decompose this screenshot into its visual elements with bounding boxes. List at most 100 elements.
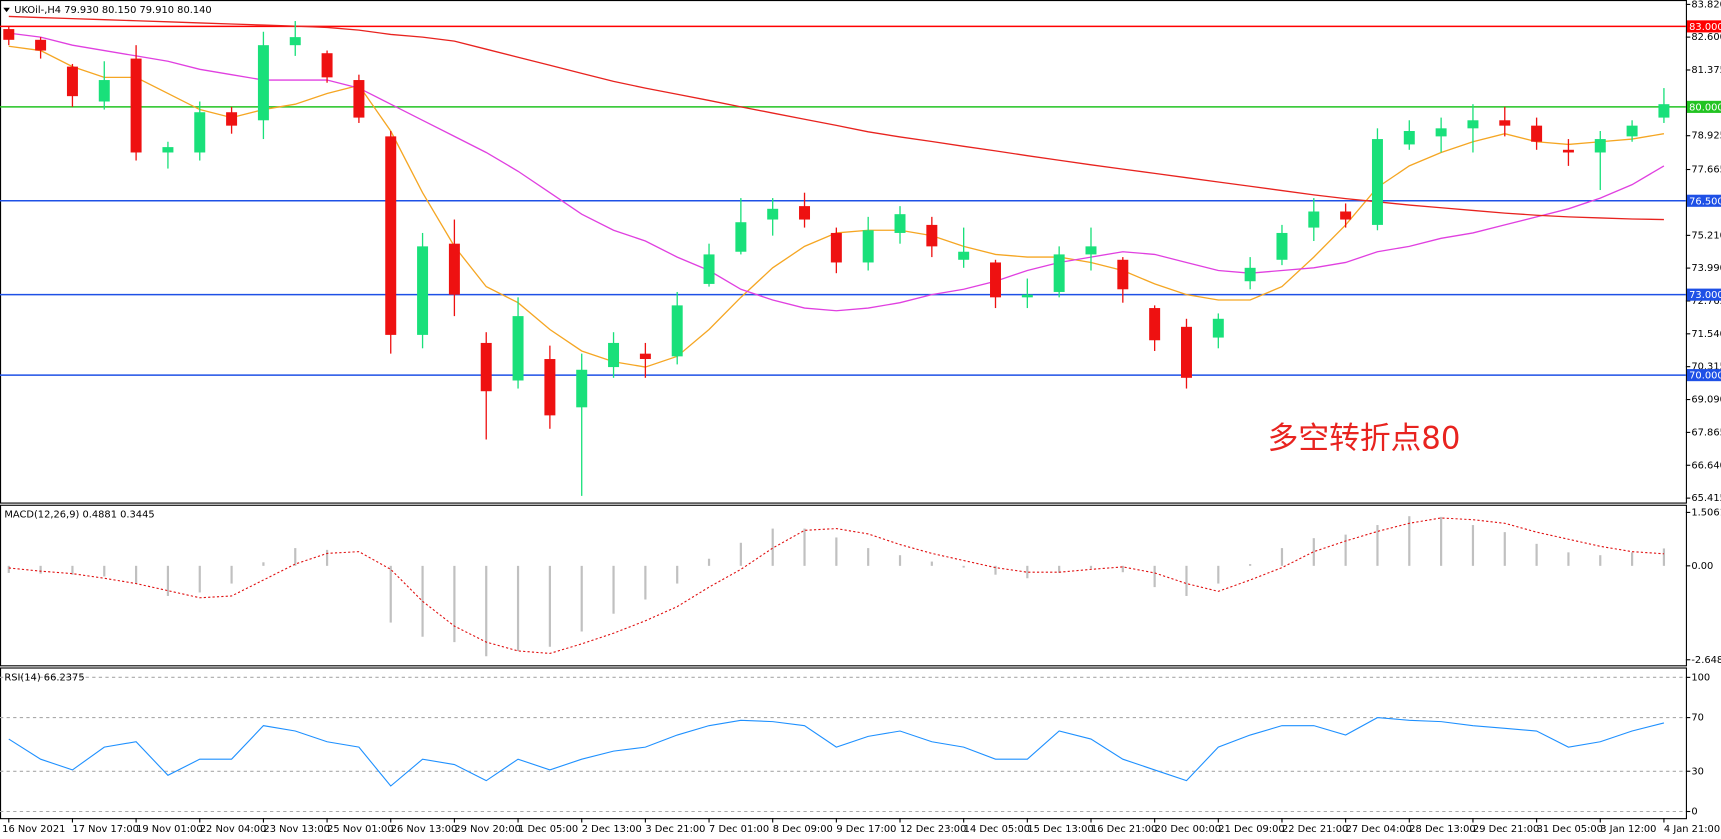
candle-body <box>990 262 1001 298</box>
x-tick-label: 29 Nov 20:00 <box>454 824 521 835</box>
candle-body <box>1117 259 1129 290</box>
panel-frame <box>0 0 1687 504</box>
x-tick-label: 3 Dec 21:00 <box>645 824 705 835</box>
y-tick-label: -2.6487 <box>1691 655 1721 666</box>
moving-average <box>8 32 1665 312</box>
candle-body <box>830 232 842 263</box>
annotation: 多空转折点80 <box>1268 420 1461 456</box>
y-tick-label: 81.375 <box>1691 65 1721 76</box>
level-label-box <box>1686 288 1721 301</box>
x-tick-label: 29 Dec 21:00 <box>1473 824 1539 835</box>
candle-body <box>35 39 47 51</box>
level-label-box <box>1686 369 1721 382</box>
candle-body <box>226 112 238 126</box>
level-label: 76.500 <box>1689 196 1721 207</box>
y-tick-label: 69.090 <box>1691 395 1721 406</box>
candle-body <box>1435 128 1447 137</box>
x-tick-label: 22 Dec 21:00 <box>1282 824 1348 835</box>
y-tick-label: 73.990 <box>1691 263 1721 274</box>
candle-body <box>1308 211 1320 228</box>
candle-body <box>448 243 460 295</box>
x-tick-label: 7 Dec 01:00 <box>709 824 769 835</box>
candle-body <box>671 305 683 357</box>
x-tick-label: 31 Dec 05:00 <box>1537 824 1603 835</box>
menu-arrow[interactable] <box>3 7 10 13</box>
x-tick-label: 14 Dec 05:00 <box>964 824 1030 835</box>
x-tick-label: 1 Dec 05:00 <box>518 824 578 835</box>
candle-body <box>1658 104 1670 118</box>
candle-body <box>1340 211 1352 220</box>
panel-title: UKOil-,H4 79.930 80.150 79.910 80.140 <box>14 5 211 16</box>
candle-body <box>1149 308 1161 341</box>
x-tick-label: 19 Nov 01:00 <box>136 824 203 835</box>
candle-body <box>1180 326 1192 378</box>
y-tick-label: 30 <box>1691 766 1704 777</box>
candle-body <box>894 214 906 233</box>
candle-body <box>1594 139 1606 153</box>
candle-body <box>608 342 620 368</box>
candle-body <box>862 230 874 263</box>
candle-body <box>958 251 970 260</box>
candle-body <box>767 208 779 220</box>
y-tick-label: 0 <box>1691 807 1697 818</box>
level-label-box <box>1686 194 1721 207</box>
panel-frame <box>0 504 1687 667</box>
candle-body <box>321 53 333 78</box>
candle-body <box>289 37 301 46</box>
moving-average <box>8 15 1664 221</box>
candle-body <box>1371 139 1383 225</box>
y-tick-label: 78.925 <box>1691 131 1721 142</box>
candle-body <box>1626 125 1638 137</box>
x-tick-label: 28 Dec 13:00 <box>1409 824 1475 835</box>
level-label-box <box>1686 20 1721 33</box>
x-tick-label: 22 Nov 04:00 <box>200 824 267 835</box>
y-tick-label: 67.865 <box>1691 427 1721 438</box>
candle-body <box>926 224 938 247</box>
x-tick-label: 8 Dec 09:00 <box>773 824 833 835</box>
candle-body <box>544 359 556 416</box>
y-tick-label: 75.210 <box>1691 230 1721 241</box>
candle-body <box>1531 125 1543 142</box>
candle-body <box>1085 246 1097 255</box>
x-tick-label: 23 Nov 13:00 <box>263 824 330 835</box>
candle-body <box>1562 149 1574 153</box>
y-tick-label: 66.640 <box>1691 460 1721 471</box>
y-tick-label: 70.315 <box>1691 362 1721 373</box>
level-label-box <box>1686 100 1721 113</box>
y-tick-label: 0.00 <box>1691 561 1713 572</box>
x-tick-label: 27 Dec 04:00 <box>1346 824 1412 835</box>
x-tick-label: 16 Dec 21:00 <box>1091 824 1157 835</box>
x-tick-label: 12 Dec 23:00 <box>900 824 966 835</box>
x-tick-label: 20 Dec 00:00 <box>1155 824 1221 835</box>
x-tick-label: 9 Dec 17:00 <box>836 824 896 835</box>
y-tick-label: 1.5061 <box>1691 507 1721 518</box>
level-label: 73.000 <box>1689 290 1721 301</box>
x-tick-label: 3 Jan 12:00 <box>1600 824 1656 835</box>
candle-body <box>194 112 206 153</box>
candle-body <box>162 147 174 153</box>
y-tick-label: 100 <box>1691 672 1710 683</box>
candle-body <box>703 254 715 284</box>
x-tick-label: 26 Nov 13:00 <box>391 824 458 835</box>
candle-body <box>3 29 15 40</box>
candle-body <box>98 80 110 102</box>
candle-body <box>130 58 142 153</box>
candle-body <box>417 246 429 335</box>
candle-body <box>799 206 811 220</box>
x-tick-label: 2 Dec 13:00 <box>582 824 642 835</box>
y-tick-label: 77.665 <box>1691 165 1721 176</box>
panel-title: RSI(14) 66.2375 <box>4 672 84 683</box>
x-tick-label: 21 Dec 09:00 <box>1218 824 1284 835</box>
y-tick-label: 71.540 <box>1691 329 1721 340</box>
x-tick-label: 15 Dec 13:00 <box>1027 824 1093 835</box>
candle-body <box>1276 232 1288 260</box>
candle-body <box>639 353 651 360</box>
panel-title: MACD(12,26,9) 0.4881 0.3445 <box>4 510 154 521</box>
rsi-line <box>8 717 1665 787</box>
candle-body <box>257 45 269 121</box>
x-tick-label: 16 Nov 2021 <box>2 824 65 835</box>
level-label: 80.000 <box>1689 102 1721 113</box>
level-label: 83.000 <box>1689 22 1721 33</box>
